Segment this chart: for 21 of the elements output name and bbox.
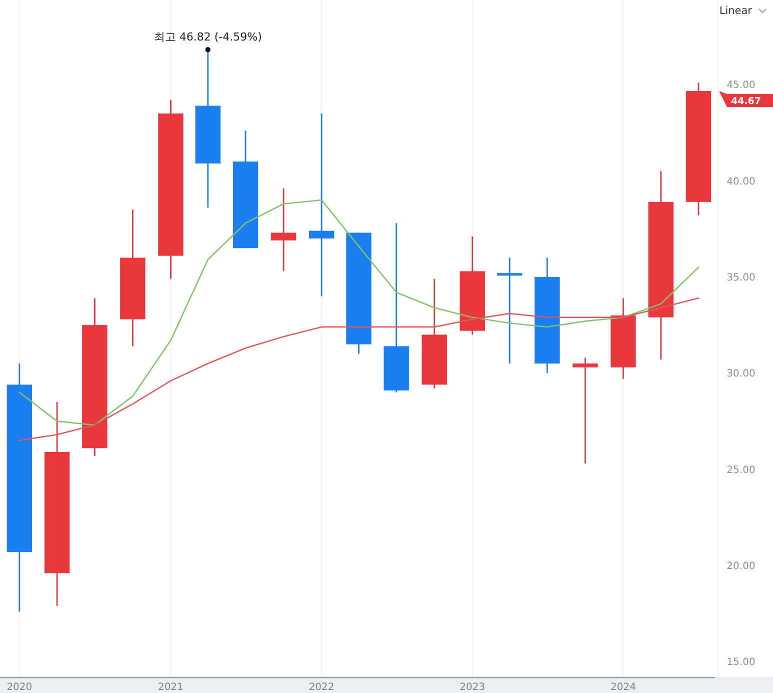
y-tick-label: 20.00 <box>726 560 756 572</box>
x-tick-label: 2020 <box>6 682 32 693</box>
y-tick-label: 30.00 <box>726 368 756 380</box>
candlestick <box>572 357 598 464</box>
line-series <box>18 199 700 426</box>
x-tick-label: 2021 <box>158 682 184 693</box>
candlestick <box>496 257 522 364</box>
x-tick-label: 2022 <box>308 682 334 693</box>
y-tick-label: 35.00 <box>726 272 756 284</box>
y-tick-label: 15.00 <box>726 657 756 668</box>
text: Linear <box>719 5 753 17</box>
y-tick-label: 25.00 <box>726 464 756 476</box>
y-tick-label: 40.00 <box>726 176 756 188</box>
x-tick-label: 2023 <box>460 682 486 693</box>
candlestick <box>270 188 296 272</box>
y-tick-label: 45.00 <box>726 80 756 92</box>
text: 44.67 <box>730 96 762 107</box>
annotation: 최고 46.82 (-4.59%) <box>154 30 262 44</box>
x-tick-label: 2024 <box>610 682 636 693</box>
line-series <box>18 297 700 442</box>
candlestick <box>308 112 334 297</box>
